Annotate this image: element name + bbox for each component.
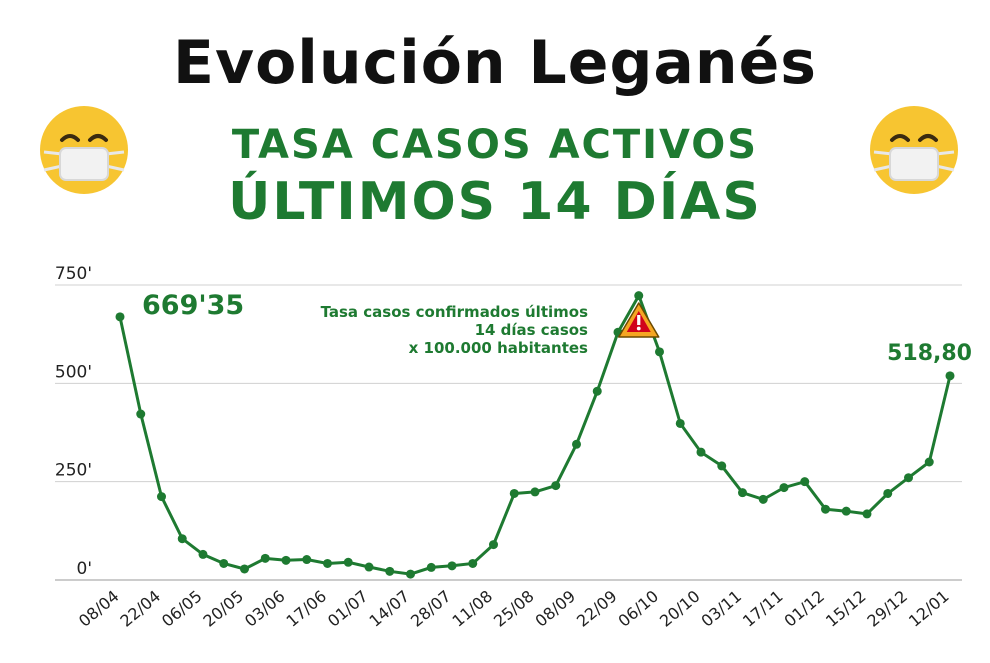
y-tick-label: 0' [77, 559, 93, 579]
x-tick-label: 15/12 [822, 587, 870, 631]
data-point [177, 534, 187, 544]
x-tick-label: 08/04 [75, 587, 123, 631]
y-tick-label: 750' [55, 264, 92, 284]
data-point [572, 439, 581, 449]
masked-face-icon [40, 106, 128, 194]
data-point [240, 564, 249, 574]
x-tick-label: 28/07 [407, 587, 455, 631]
data-point [509, 488, 519, 498]
data-point [343, 557, 353, 567]
subtitle-rate: TASA CASOS ACTIVOS [231, 122, 759, 168]
data-point [779, 483, 789, 493]
x-tick-label: 22/09 [573, 587, 621, 631]
chart-annotation-line: Tasa casos confirmados últimos [321, 303, 588, 321]
data-point [883, 488, 893, 498]
y-tick-label: 500' [55, 362, 92, 382]
data-point [945, 371, 955, 381]
data-point [738, 488, 747, 498]
first-value-label: 669'35 [142, 290, 244, 321]
data-point [198, 549, 208, 559]
x-tick-label: 12/01 [905, 587, 953, 631]
x-tick-label: 03/11 [698, 587, 746, 631]
data-point [385, 566, 395, 576]
data-point [281, 555, 291, 565]
data-point [634, 291, 644, 301]
masked-face-icon [870, 106, 958, 194]
x-tick-label: 17/11 [739, 587, 787, 631]
chart-annotation-line: x 100.000 habitantes [409, 339, 588, 357]
data-point [489, 540, 498, 550]
x-tick-label: 01/12 [781, 587, 829, 631]
chart-annotation-line: 14 días casos [475, 321, 588, 339]
data-point [675, 418, 685, 428]
warning-icon [618, 302, 660, 338]
data-point [655, 347, 664, 357]
y-tick-label: 250' [55, 461, 92, 481]
x-tick-label: 20/05 [200, 587, 248, 631]
x-tick-label: 06/05 [158, 587, 206, 631]
data-point [219, 558, 229, 568]
data-point [717, 461, 727, 471]
data-point [841, 506, 851, 516]
data-point [800, 477, 810, 487]
data-point [758, 494, 768, 504]
x-tick-label: 29/12 [864, 587, 912, 631]
x-tick-label: 08/09 [532, 587, 580, 631]
data-point [115, 312, 125, 322]
last-value-label: 518,80 [887, 341, 972, 366]
x-tick-label: 17/06 [283, 587, 331, 631]
data-point [426, 562, 436, 572]
data-point [364, 562, 374, 572]
data-point [447, 561, 457, 571]
x-tick-label: 11/08 [449, 587, 497, 631]
x-tick-label: 20/10 [656, 587, 704, 631]
data-point [302, 555, 312, 565]
x-tick-label: 14/07 [366, 587, 414, 631]
page-title: Evolución Leganés [172, 28, 818, 98]
data-point [530, 487, 540, 497]
subtitle-period: ÚLTIMOS 14 DÍAS [228, 172, 762, 232]
data-point [260, 553, 270, 563]
data-point [821, 504, 830, 514]
data-point [592, 386, 602, 396]
x-tick-label: 25/08 [490, 587, 538, 631]
data-point [904, 473, 913, 483]
x-tick-label: 01/07 [324, 587, 372, 631]
data-point [862, 509, 872, 519]
data-point [406, 569, 415, 579]
data-point [696, 447, 706, 457]
data-point [136, 409, 146, 419]
data-point [924, 457, 934, 467]
data-point [551, 481, 561, 491]
data-point [157, 492, 166, 502]
x-tick-label: 06/10 [615, 587, 663, 631]
x-tick-label: 22/04 [117, 587, 165, 631]
data-point [323, 558, 332, 568]
data-point [468, 558, 478, 568]
x-tick-label: 03/06 [241, 587, 289, 631]
